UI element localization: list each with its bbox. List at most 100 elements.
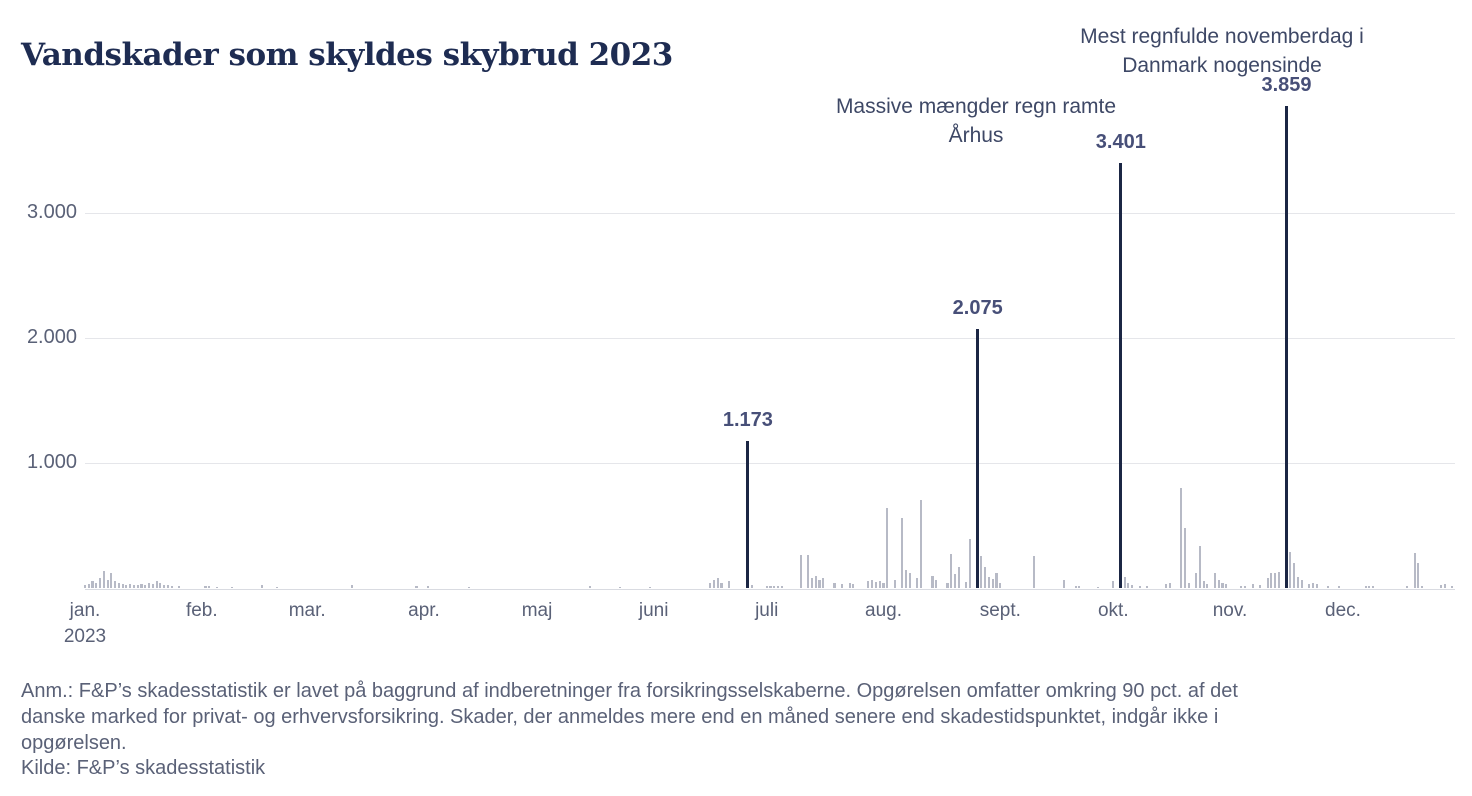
daily-bar — [230, 586, 233, 589]
x-month-label: feb. — [185, 600, 218, 621]
x-month-label: aug. — [865, 600, 902, 621]
daily-bar — [995, 572, 998, 588]
daily-bar — [151, 584, 154, 588]
highlight-bar — [746, 441, 750, 588]
x-year-label: 2023 — [63, 626, 107, 647]
daily-bar — [91, 581, 94, 588]
x-month-label: okt. — [1097, 600, 1129, 621]
footnote-line-1: Anm.: F&P’s skadesstatistik er lavet på … — [21, 680, 1238, 702]
daily-bar — [129, 584, 132, 588]
x-month-label: dec. — [1325, 600, 1361, 621]
daily-bar — [1270, 573, 1273, 588]
daily-bar — [121, 584, 124, 588]
daily-bar — [980, 556, 983, 588]
daily-bar — [163, 584, 166, 588]
daily-bar — [1368, 585, 1371, 588]
daily-bar — [1198, 546, 1201, 588]
daily-bar — [810, 578, 813, 588]
daily-bar — [136, 585, 139, 588]
daily-bar — [87, 584, 90, 588]
daily-bar — [83, 585, 87, 588]
daily-bar — [867, 581, 870, 588]
daily-bar — [1439, 584, 1442, 588]
x-month-label: juni — [638, 600, 669, 621]
daily-bar — [946, 583, 949, 588]
daily-bar — [931, 576, 934, 588]
daily-bar — [886, 508, 889, 588]
daily-bar — [818, 580, 821, 588]
chart-title: Vandskader som skyldes skybrud 2023 — [21, 36, 673, 73]
daily-bar — [991, 579, 994, 588]
annotation-november-record: Mest regnfulde novemberdag i Danmark nog… — [1022, 22, 1422, 80]
daily-bar — [155, 581, 158, 588]
source-line: Kilde: F&P’s skadesstatistik — [21, 757, 266, 779]
annotation-aarhus: Massive mængder regn ramte Århus — [776, 92, 1176, 150]
x-month-label: juli — [755, 600, 779, 621]
daily-bar — [1326, 586, 1329, 588]
daily-bar — [144, 584, 147, 588]
daily-bar — [276, 586, 279, 589]
daily-bar — [871, 580, 874, 588]
daily-bar — [1131, 584, 1134, 588]
daily-bar — [984, 566, 987, 589]
daily-bar — [716, 578, 719, 588]
daily-bar — [950, 554, 953, 588]
daily-bar — [159, 582, 162, 588]
daily-bar — [1187, 583, 1190, 588]
daily-bar — [769, 586, 772, 588]
daily-bar — [807, 554, 810, 589]
daily-bar — [1074, 586, 1077, 588]
daily-bar — [1244, 585, 1247, 588]
y-tick-label: 3.000 — [26, 201, 77, 223]
highlight-bar — [1285, 105, 1288, 588]
daily-bar — [1217, 580, 1220, 588]
daily-bar — [908, 573, 911, 588]
daily-bar — [1338, 586, 1341, 588]
daily-bar — [95, 583, 98, 588]
highlight-bar — [1119, 162, 1123, 588]
daily-bar — [852, 584, 855, 588]
daily-bar — [901, 518, 904, 588]
daily-bar — [720, 583, 723, 588]
daily-bar — [814, 576, 817, 588]
daily-bar — [1138, 586, 1141, 588]
daily-bar — [999, 582, 1002, 588]
x-month-label: mar. — [288, 600, 326, 621]
daily-bar — [1240, 585, 1243, 588]
daily-bar — [1451, 586, 1454, 588]
x-month-label: maj — [521, 600, 553, 621]
daily-bar — [99, 578, 102, 588]
daily-bar — [132, 584, 136, 588]
daily-bar — [1405, 585, 1409, 588]
daily-bar — [468, 586, 471, 589]
daily-bar — [1183, 528, 1186, 589]
daily-bar — [114, 581, 117, 588]
y-tick-label: 2.000 — [26, 326, 77, 348]
daily-bar — [125, 584, 128, 588]
daily-bar — [712, 580, 716, 588]
daily-bar — [588, 586, 591, 588]
daily-bar — [1180, 488, 1183, 588]
daily-bar — [106, 580, 109, 588]
bar-value-label: 2.075 — [952, 296, 1003, 319]
gridline — [85, 463, 1455, 464]
daily-bar — [965, 581, 968, 589]
daily-bar — [208, 586, 211, 588]
annotation-aarhus-line-2: Århus — [948, 124, 1004, 147]
x-month-label: nov. — [1212, 600, 1248, 621]
daily-bar — [878, 581, 881, 588]
daily-bar — [1266, 578, 1269, 588]
daily-bar — [1164, 584, 1168, 588]
daily-bar — [1443, 584, 1446, 588]
daily-bar — [954, 574, 957, 588]
daily-bar — [822, 578, 825, 588]
daily-bar — [848, 583, 851, 588]
daily-bar — [957, 566, 960, 589]
daily-bar — [1221, 583, 1224, 588]
x-month-label: apr. — [408, 600, 440, 621]
daily-bar — [1127, 583, 1130, 588]
annotation-november-line-2: Danmark nogensinde — [1122, 54, 1322, 77]
daily-bar — [1213, 572, 1217, 588]
daily-bar — [905, 569, 908, 588]
daily-bar — [648, 586, 652, 589]
